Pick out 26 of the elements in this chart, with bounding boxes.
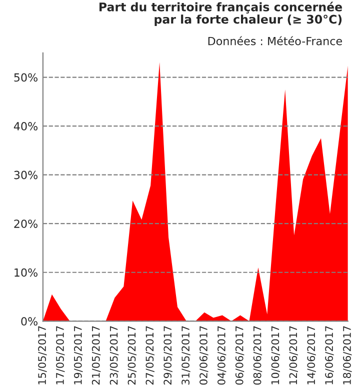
- x-tick-label: 02/06/2017: [200, 326, 208, 385]
- x-tick-label: 29/05/2017: [164, 326, 172, 385]
- chart-title: Part du territoire français concernée par la forte chaleur (≥ 30°C): [99, 2, 342, 26]
- x-tick-label: 08/06/2017: [253, 326, 262, 385]
- x-tick-label: 27/05/2017: [146, 326, 154, 385]
- x-tick-label: 06/06/2017: [235, 326, 244, 385]
- x-tick-label: 19/05/2017: [74, 326, 83, 384]
- y-tick-label: 40%: [14, 122, 38, 130]
- x-tick-label: 15/05/2017: [38, 326, 47, 384]
- x-tick-label: 17/05/2017: [56, 326, 65, 384]
- x-tick-label: 10/06/2017: [271, 326, 280, 384]
- y-tick-label: 50%: [14, 73, 38, 82]
- x-tick-label: 31/05/2017: [182, 326, 190, 385]
- x-tick-label: 25/05/2017: [128, 326, 136, 385]
- x-tick-label: 14/06/2017: [307, 326, 316, 384]
- y-tick-label: 10%: [14, 268, 38, 277]
- y-tick-label: 20%: [14, 220, 38, 228]
- x-tick-label: 23/05/2017: [110, 326, 119, 385]
- x-tick-label: 04/06/2017: [217, 326, 226, 385]
- x-tick-label: 16/06/2017: [325, 326, 334, 384]
- y-tick-label: 30%: [14, 170, 38, 180]
- x-tick-label: 21/05/2017: [92, 326, 101, 385]
- y-tick-label: 0%: [21, 317, 38, 326]
- text: Données : Météo-France: [208, 36, 342, 46]
- x-tick-label: 18/06/2017: [343, 326, 352, 384]
- x-tick-label: 12/06/2017: [289, 326, 298, 384]
